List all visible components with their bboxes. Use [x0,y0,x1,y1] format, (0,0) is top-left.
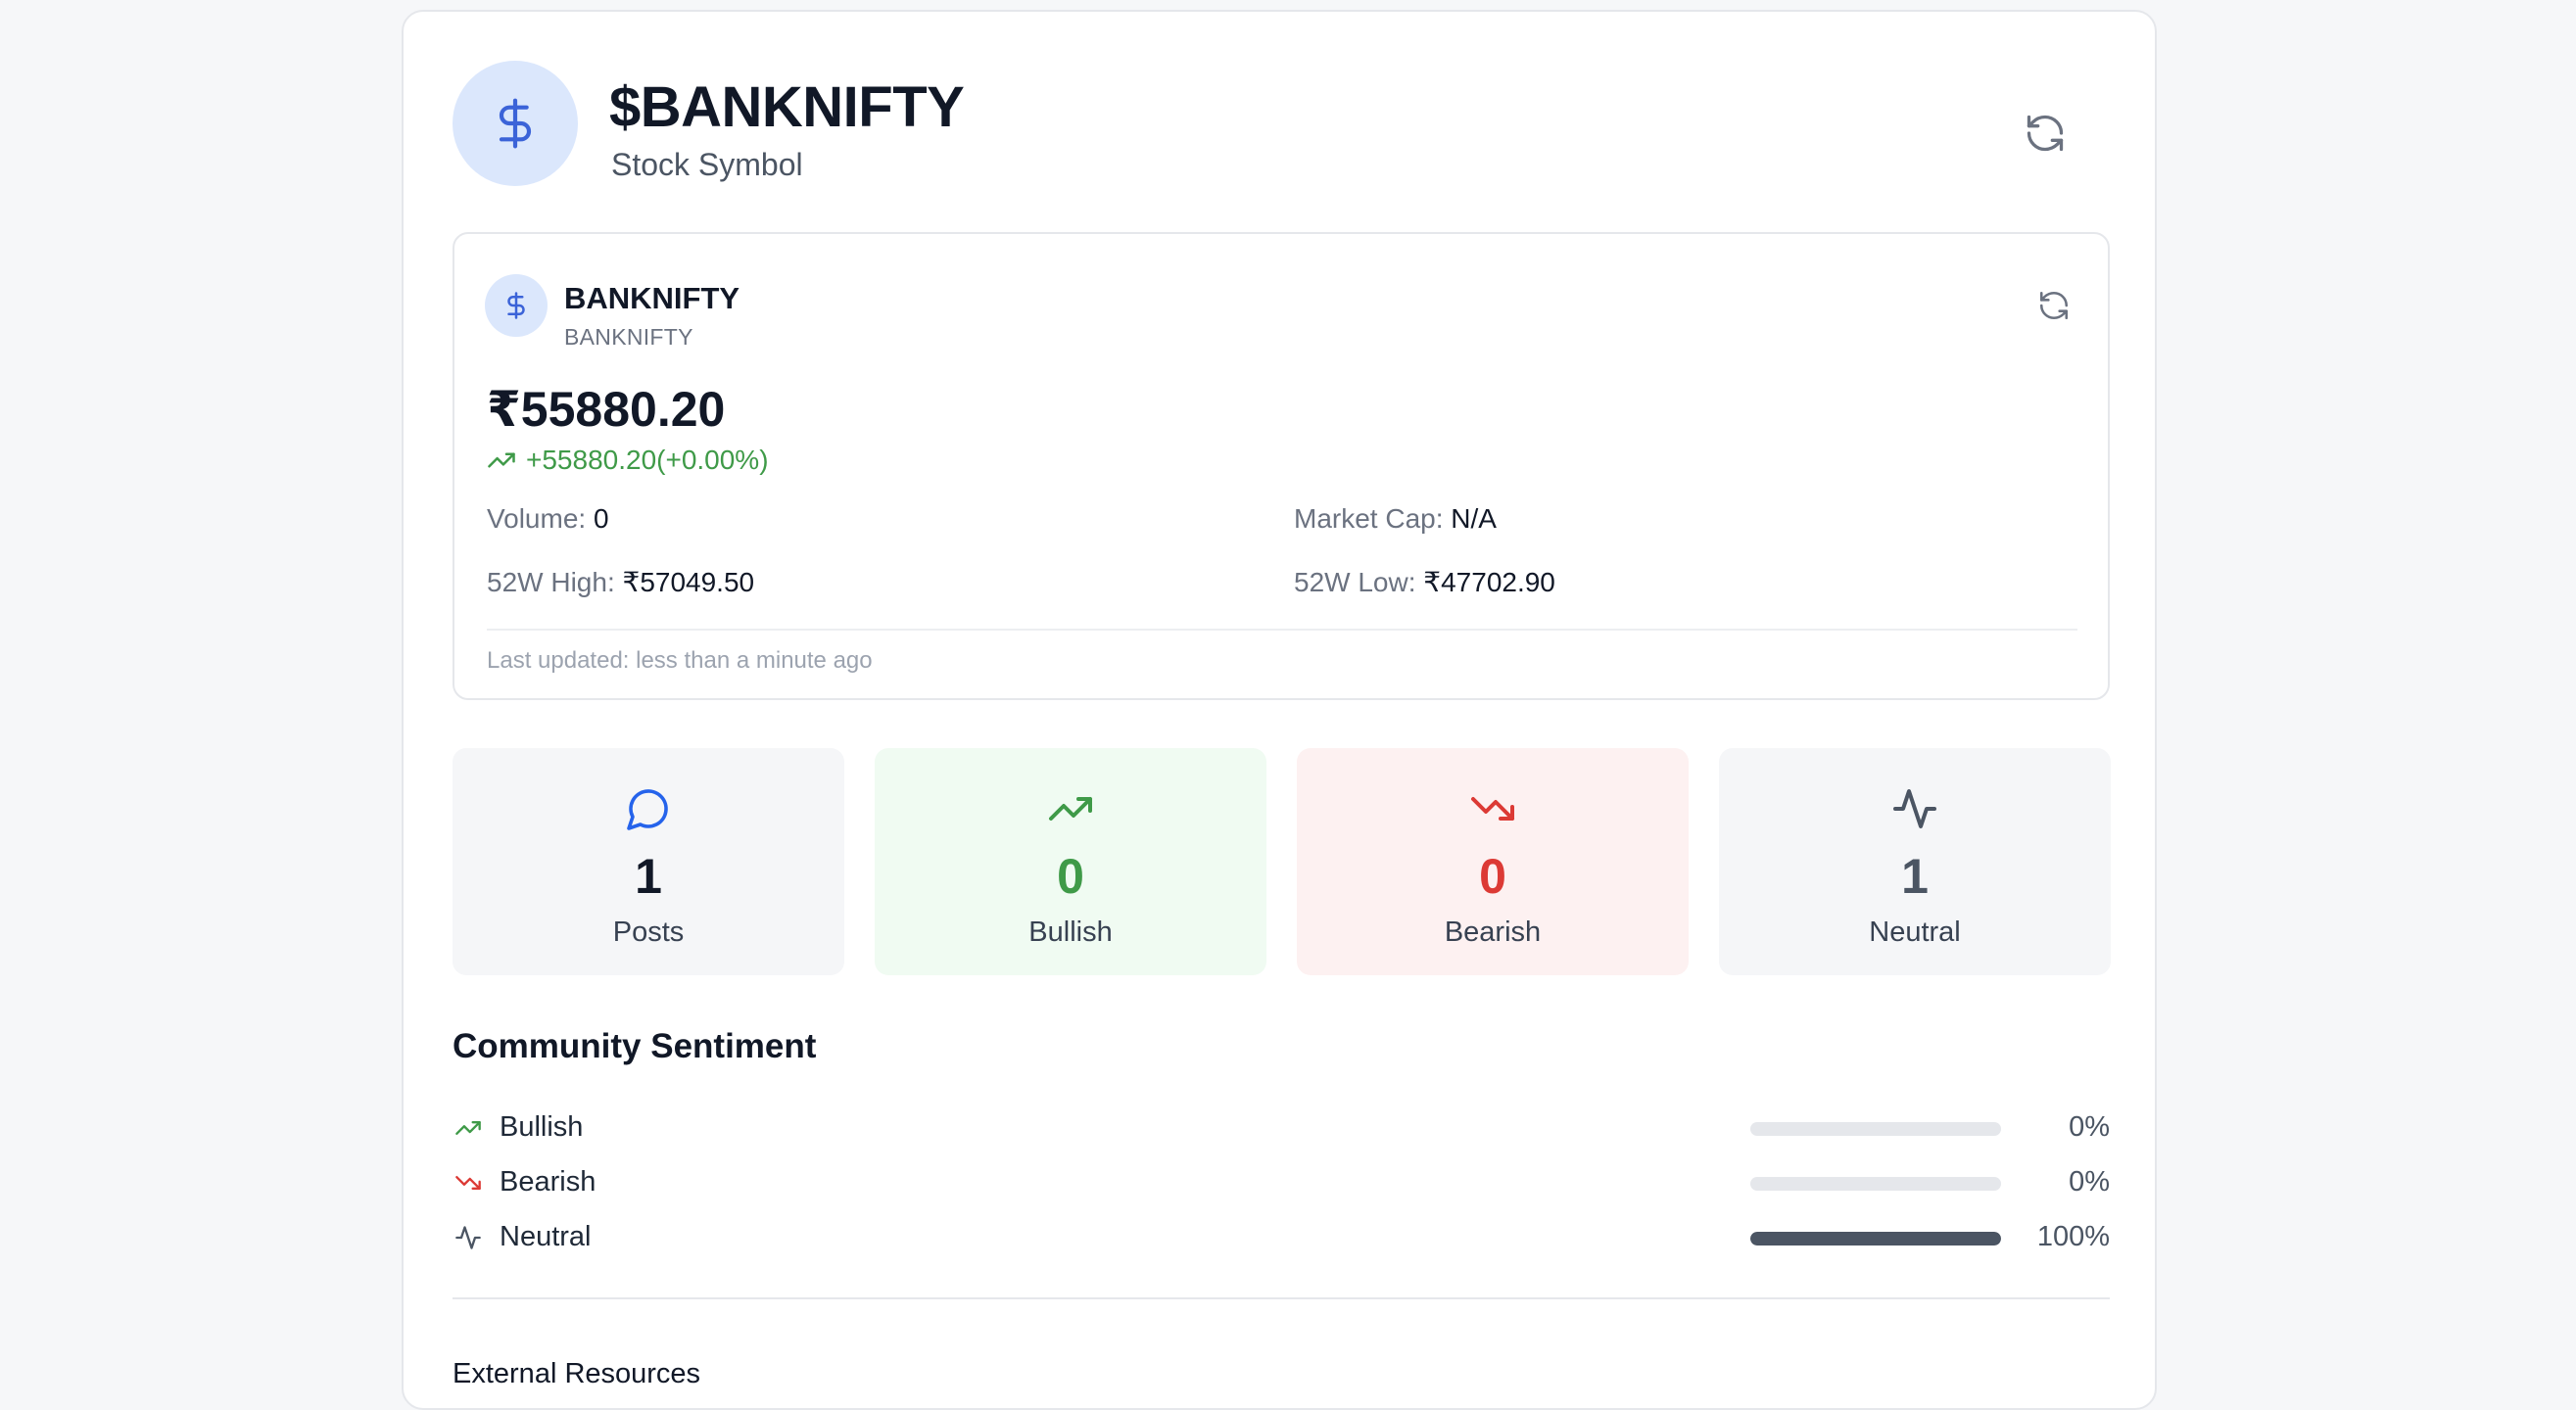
stat-tile-neutral: 1 Neutral [1719,748,2111,975]
stat-tile-posts: 1 Posts [453,748,844,975]
stat-value: 1 [635,849,662,904]
low-52w-value: ₹47702.90 [1423,567,1555,597]
refresh-icon [2039,291,2069,320]
volume-value: 0 [593,503,609,534]
activity-icon [455,1226,481,1249]
last-updated: Last updated: less than a minute ago [487,647,873,674]
trending-down-icon [455,1176,481,1190]
low-52w-label: 52W Low: [1294,567,1416,597]
high-52w-value: ₹57049.50 [622,567,755,597]
quote-card: BANKNIFTY BANKNIFTY ₹55880.20 +55880.20(… [453,232,2110,700]
sentiment-percent: 0% [2069,1111,2110,1143]
sentiment-bar [1750,1232,2001,1246]
external-resources-title: External Resources [453,1358,701,1389]
stat-value: 0 [1057,849,1084,904]
symbol-panel: $BANKNIFTY Stock Symbol BANKNIFTY BANKNI… [402,10,2157,1410]
stat-tile-bearish: 0 Bearish [1297,748,1689,975]
quote-symbol: BANKNIFTY [564,324,693,350]
sentiment-percent: 0% [2069,1166,2110,1198]
section-divider [453,1297,2110,1299]
page-subtitle: Stock Symbol [611,147,803,182]
low-52w-stat: 52W Low: ₹47702.90 [1294,566,1555,598]
quote-name: BANKNIFTY [564,281,740,315]
quote-price: ₹55880.20 [487,382,726,437]
market-cap-stat: Market Cap: N/A [1294,503,1497,535]
trending-down-icon [1471,797,1514,821]
stat-value: 0 [1479,849,1506,904]
trending-up-icon [455,1121,481,1135]
quote-divider [487,629,2077,631]
sentiment-label: Neutral [500,1221,592,1252]
refresh-button[interactable] [2024,112,2067,155]
sentiment-bar [1750,1177,2001,1191]
market-cap-value: N/A [1451,503,1497,534]
quote-change: +55880.20(+0.00%) [487,445,769,476]
high-52w-stat: 52W High: ₹57049.50 [487,566,754,598]
dollar-icon [499,98,532,149]
stat-tile-bullish: 0 Bullish [875,748,1266,975]
page-title: $BANKNIFTY [609,75,965,139]
activity-icon [1893,789,1936,828]
trending-up-icon [1049,797,1092,821]
volume-stat: Volume: 0 [487,503,609,535]
sentiment-bar [1750,1122,2001,1136]
trending-up-icon [488,452,515,468]
symbol-header: $BANKNIFTY Stock Symbol [453,61,2106,188]
stat-label: Neutral [1869,916,1961,948]
sentiment-row-bearish: Bearish 0% [453,1163,2110,1202]
stat-value: 1 [1901,849,1929,904]
stat-label: Bullish [1028,916,1113,948]
quote-refresh-button[interactable] [2037,289,2071,322]
stat-label: Bearish [1444,916,1542,948]
message-circle-icon [627,789,668,830]
sentiment-row-bullish: Bullish 0% [453,1108,2110,1148]
market-cap-label: Market Cap: [1294,503,1444,534]
quote-change-text: +55880.20(+0.00%) [526,445,769,475]
volume-label: Volume: [487,503,587,534]
sentiment-percent: 100% [2036,1221,2110,1252]
high-52w-label: 52W High: [487,567,615,597]
sentiment-label: Bullish [500,1111,584,1143]
stat-label: Posts [612,916,685,948]
dollar-icon [507,292,525,319]
sentiment-label: Bearish [500,1166,596,1198]
refresh-icon [2027,115,2064,152]
symbol-avatar [453,61,578,186]
sentiment-row-neutral: Neutral 100% [453,1218,2110,1257]
sentiment-title: Community Sentiment [453,1027,817,1065]
quote-avatar [485,274,548,337]
sentiment-bar-fill [1750,1232,2001,1246]
